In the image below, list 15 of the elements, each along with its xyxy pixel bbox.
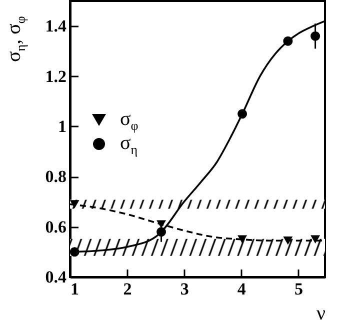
y-tick-label: 1 — [58, 116, 66, 136]
x-tick-label: 1 — [70, 280, 79, 298]
x-tick-label: 3 — [180, 280, 189, 298]
point — [310, 31, 320, 41]
y-tick-label: 0.8 — [45, 167, 66, 186]
x-axis-title: ν — [316, 302, 326, 324]
x-tick-label: 5 — [294, 280, 303, 298]
y-tick-label: 1.2 — [45, 66, 66, 86]
legend-label: σ$_{η}$ — [120, 132, 138, 156]
y-tick-label: 0.4 — [45, 268, 67, 286]
y-tick-label: 0.6 — [45, 217, 66, 236]
y-tick-label: 1.4 — [45, 16, 67, 36]
legend-label: σ$_{φ}$ — [120, 108, 138, 132]
x-tick-label: 4 — [237, 280, 246, 298]
x-tick-label: 2 — [123, 280, 132, 298]
